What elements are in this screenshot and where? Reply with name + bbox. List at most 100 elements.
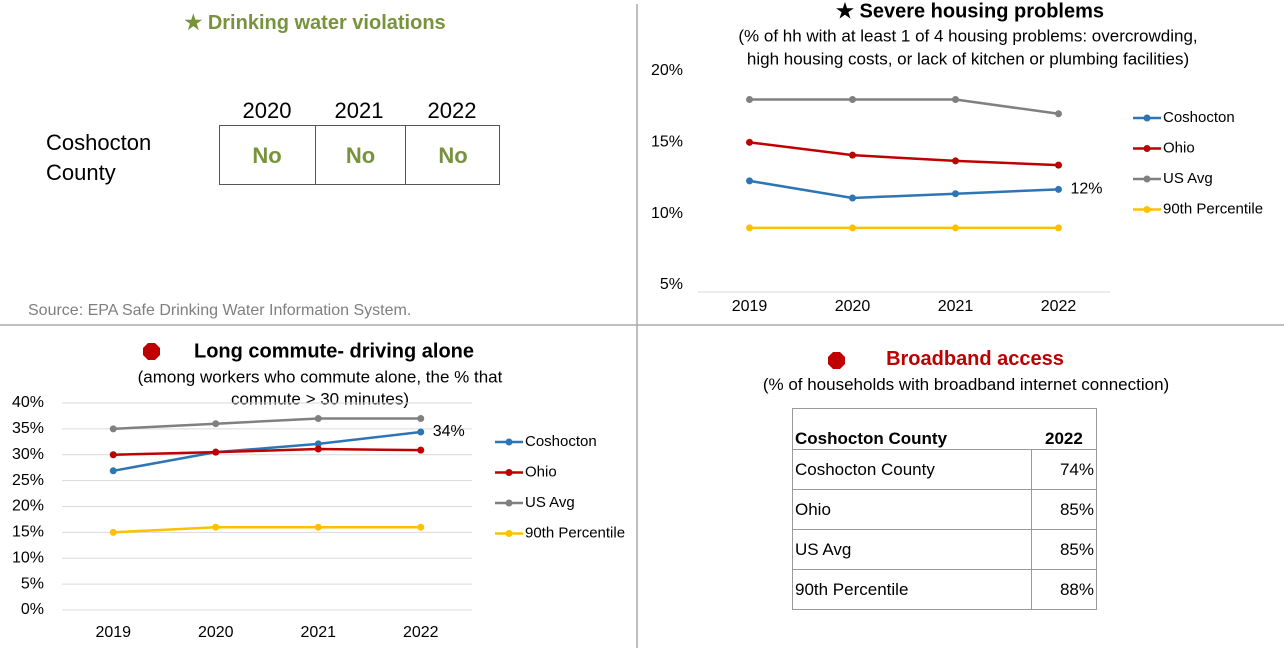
x-tick-label: 2022 <box>1041 298 1077 315</box>
data-point <box>417 415 425 423</box>
data-point <box>1055 161 1062 169</box>
y-tick-label: 20% <box>12 498 44 515</box>
cell: 88% <box>1031 569 1097 610</box>
data-point <box>849 151 856 159</box>
data-label: 34% <box>433 423 465 440</box>
cell: Ohio <box>792 489 1032 530</box>
data-point <box>212 420 220 428</box>
cell: Coshocton County <box>792 449 1032 490</box>
x-tick-label: 2020 <box>835 298 871 315</box>
y-tick-label: 35% <box>12 420 44 437</box>
data-point <box>952 224 959 232</box>
data-point <box>314 415 322 423</box>
series-line <box>113 417 421 431</box>
data-point <box>109 425 117 433</box>
data-point <box>952 157 959 165</box>
violation-value: No <box>438 143 468 168</box>
violation-value: No <box>219 125 316 185</box>
data-point <box>417 446 425 454</box>
data-label: 12% <box>1071 181 1103 198</box>
legend-label: Coshocton <box>525 433 597 450</box>
row-label: Coshocton County <box>46 130 152 185</box>
cell: 85% <box>1031 529 1097 570</box>
y-tick-label: 15% <box>12 524 44 541</box>
data-point <box>849 194 856 202</box>
legend-swatch <box>505 499 513 507</box>
chart-subtitle: (among workers who commute alone, the % … <box>138 367 503 386</box>
chart-subtitle: high housing costs, or lack of kitchen o… <box>747 49 1189 68</box>
broadband-table: Coshocton County 2022 Coshocton County 74%… <box>792 408 1097 610</box>
x-tick-label: 2020 <box>198 624 234 641</box>
data-point <box>849 224 856 232</box>
series-line <box>749 98 1059 116</box>
legend-swatch <box>1143 175 1151 183</box>
data-point <box>1055 224 1062 232</box>
data-point <box>1055 110 1062 118</box>
cell: 85% <box>1031 489 1097 530</box>
data-point <box>417 428 425 436</box>
data-point <box>417 523 425 531</box>
legend-swatch <box>1143 114 1151 122</box>
data-point <box>314 445 322 453</box>
y-tick-label: 30% <box>12 446 44 463</box>
data-point <box>746 177 753 185</box>
chart-title: ★ Severe housing problems <box>836 0 1104 22</box>
legend-swatch <box>1143 206 1151 213</box>
legend-label: 90th Percentile <box>525 524 625 541</box>
data-point <box>952 190 959 198</box>
y-tick-label: 25% <box>12 472 44 489</box>
panel-title: Broadband access <box>886 348 1064 370</box>
legend-swatch <box>1143 145 1151 152</box>
data-point <box>212 448 220 456</box>
panel-subtitle: (% of households with broadband internet… <box>762 375 1170 394</box>
panel-title: ★ Drinking water violations <box>184 12 446 34</box>
data-point <box>1055 185 1062 193</box>
x-tick-label: 2019 <box>732 298 768 315</box>
octagon-icon <box>143 343 160 360</box>
legend-label: 90th Percentile <box>1163 200 1263 217</box>
y-tick-label: 10% <box>651 205 683 222</box>
octagon-icon <box>828 352 845 369</box>
legend-label: Coshocton <box>1163 109 1235 126</box>
chart-subtitle: commute > 30 minutes) <box>231 389 409 408</box>
source-note: Source: EPA Safe Drinking Water Informat… <box>28 302 412 319</box>
x-tick-label: 2022 <box>403 624 439 641</box>
chart-subtitle: (% of hh with at least 1 of 4 housing pr… <box>738 26 1197 45</box>
x-tick-label: 2021 <box>938 298 974 315</box>
data-point <box>212 523 220 531</box>
header-cell: Coshocton County <box>795 429 948 448</box>
y-tick-label: 5% <box>660 276 683 293</box>
header-cell: 2022 <box>1044 429 1083 448</box>
y-tick-label: 40% <box>12 394 44 411</box>
series-line <box>113 447 421 456</box>
series-line <box>749 179 1059 200</box>
legend-swatch <box>505 438 513 446</box>
y-tick-label: 20% <box>651 62 683 79</box>
chart-title: Long commute- driving alone <box>194 340 474 362</box>
x-tick-label: 2021 <box>300 624 336 641</box>
legend-label: Ohio <box>525 463 557 480</box>
data-point <box>952 96 959 104</box>
cell: US Avg <box>792 529 1032 570</box>
legend-label: US Avg <box>525 494 575 511</box>
series-line <box>113 525 421 534</box>
y-tick-label: 10% <box>12 549 44 566</box>
year-label: 2020 <box>242 98 292 123</box>
y-tick-label: 15% <box>651 134 683 151</box>
legend-label: Ohio <box>1163 139 1195 156</box>
violation-value: No <box>316 125 406 185</box>
cell: 74% <box>1031 449 1097 490</box>
y-tick-label: 5% <box>21 575 44 592</box>
legend-swatch <box>505 469 513 476</box>
data-point <box>746 224 753 232</box>
series-line <box>749 141 1059 167</box>
data-point <box>109 528 117 536</box>
data-point <box>849 96 856 104</box>
y-tick-label: 0% <box>21 601 44 618</box>
x-tick-label: 2019 <box>95 624 131 641</box>
data-point <box>746 96 753 104</box>
legend-label: US Avg <box>1163 170 1213 187</box>
legend-swatch <box>505 530 513 537</box>
data-point <box>109 451 117 459</box>
